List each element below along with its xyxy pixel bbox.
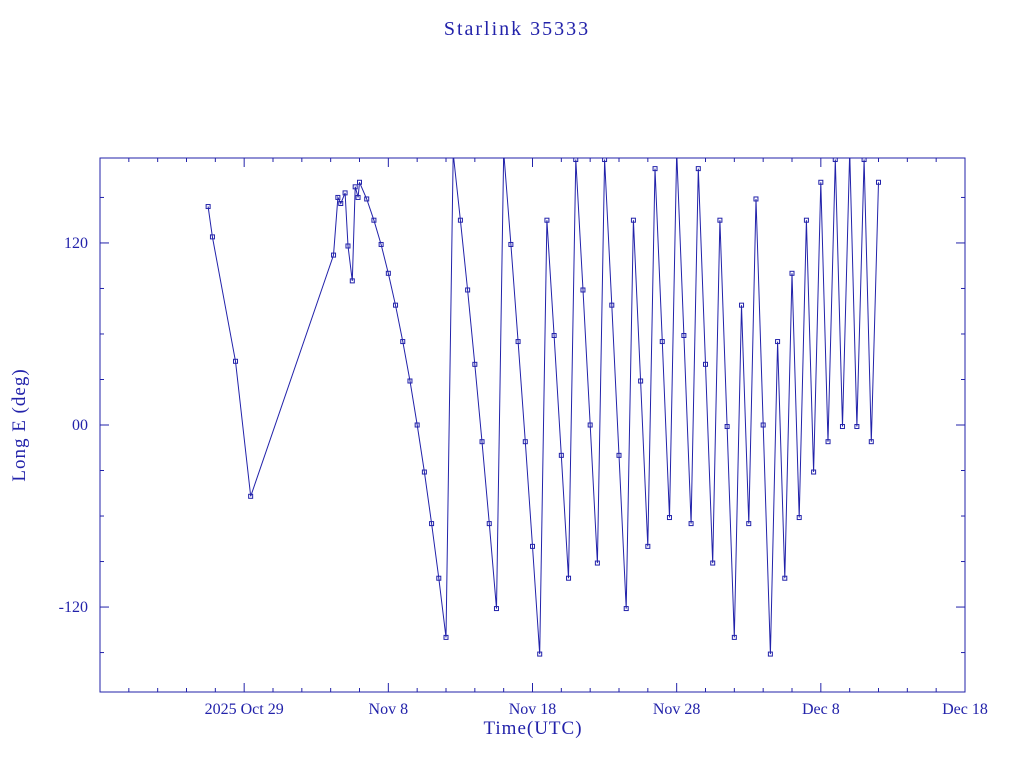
svg-text:Nov 18: Nov 18 bbox=[509, 701, 557, 718]
svg-text:Dec 18: Dec 18 bbox=[942, 701, 988, 718]
svg-text:120: 120 bbox=[64, 235, 88, 252]
x-axis-label: Time(UTC) bbox=[483, 718, 583, 739]
svg-text:Dec 8: Dec 8 bbox=[802, 701, 840, 718]
svg-text:Nov 28: Nov 28 bbox=[653, 701, 701, 718]
svg-text:00: 00 bbox=[72, 417, 88, 434]
svg-text:2025 Oct 29: 2025 Oct 29 bbox=[205, 701, 284, 718]
chart-title: Starlink 35333 bbox=[443, 18, 591, 40]
svg-text:-120: -120 bbox=[59, 599, 88, 616]
svg-text:Nov 8: Nov 8 bbox=[369, 701, 409, 718]
